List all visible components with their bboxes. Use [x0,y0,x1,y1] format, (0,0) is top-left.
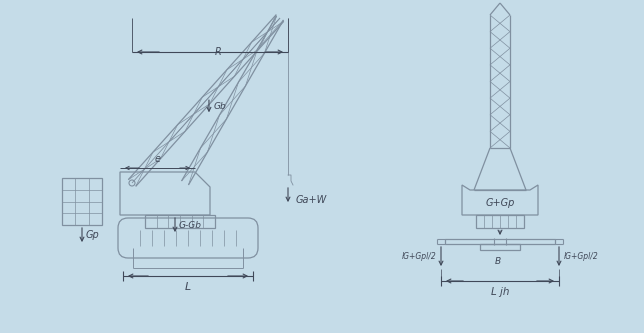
Text: Gp: Gp [86,230,100,240]
Text: B: B [495,256,501,265]
Bar [145,215,215,228]
Bar [445,239,555,244]
Text: lG+Gpl/2: lG+Gpl/2 [401,252,436,261]
Text: Gb: Gb [214,102,227,111]
Text: G+Gp: G+Gp [486,197,515,207]
Bar [62,178,102,225]
Text: e: e [155,154,160,164]
Text: L jh: L jh [491,287,509,297]
Bar [476,215,524,228]
Text: G-Gb: G-Gb [179,220,202,229]
Text: lG+Gpl/2: lG+Gpl/2 [564,252,599,261]
Text: L: L [185,282,191,292]
Text: Ga+W: Ga+W [296,195,327,205]
Text: R: R [214,47,222,57]
Bar [480,244,520,250]
